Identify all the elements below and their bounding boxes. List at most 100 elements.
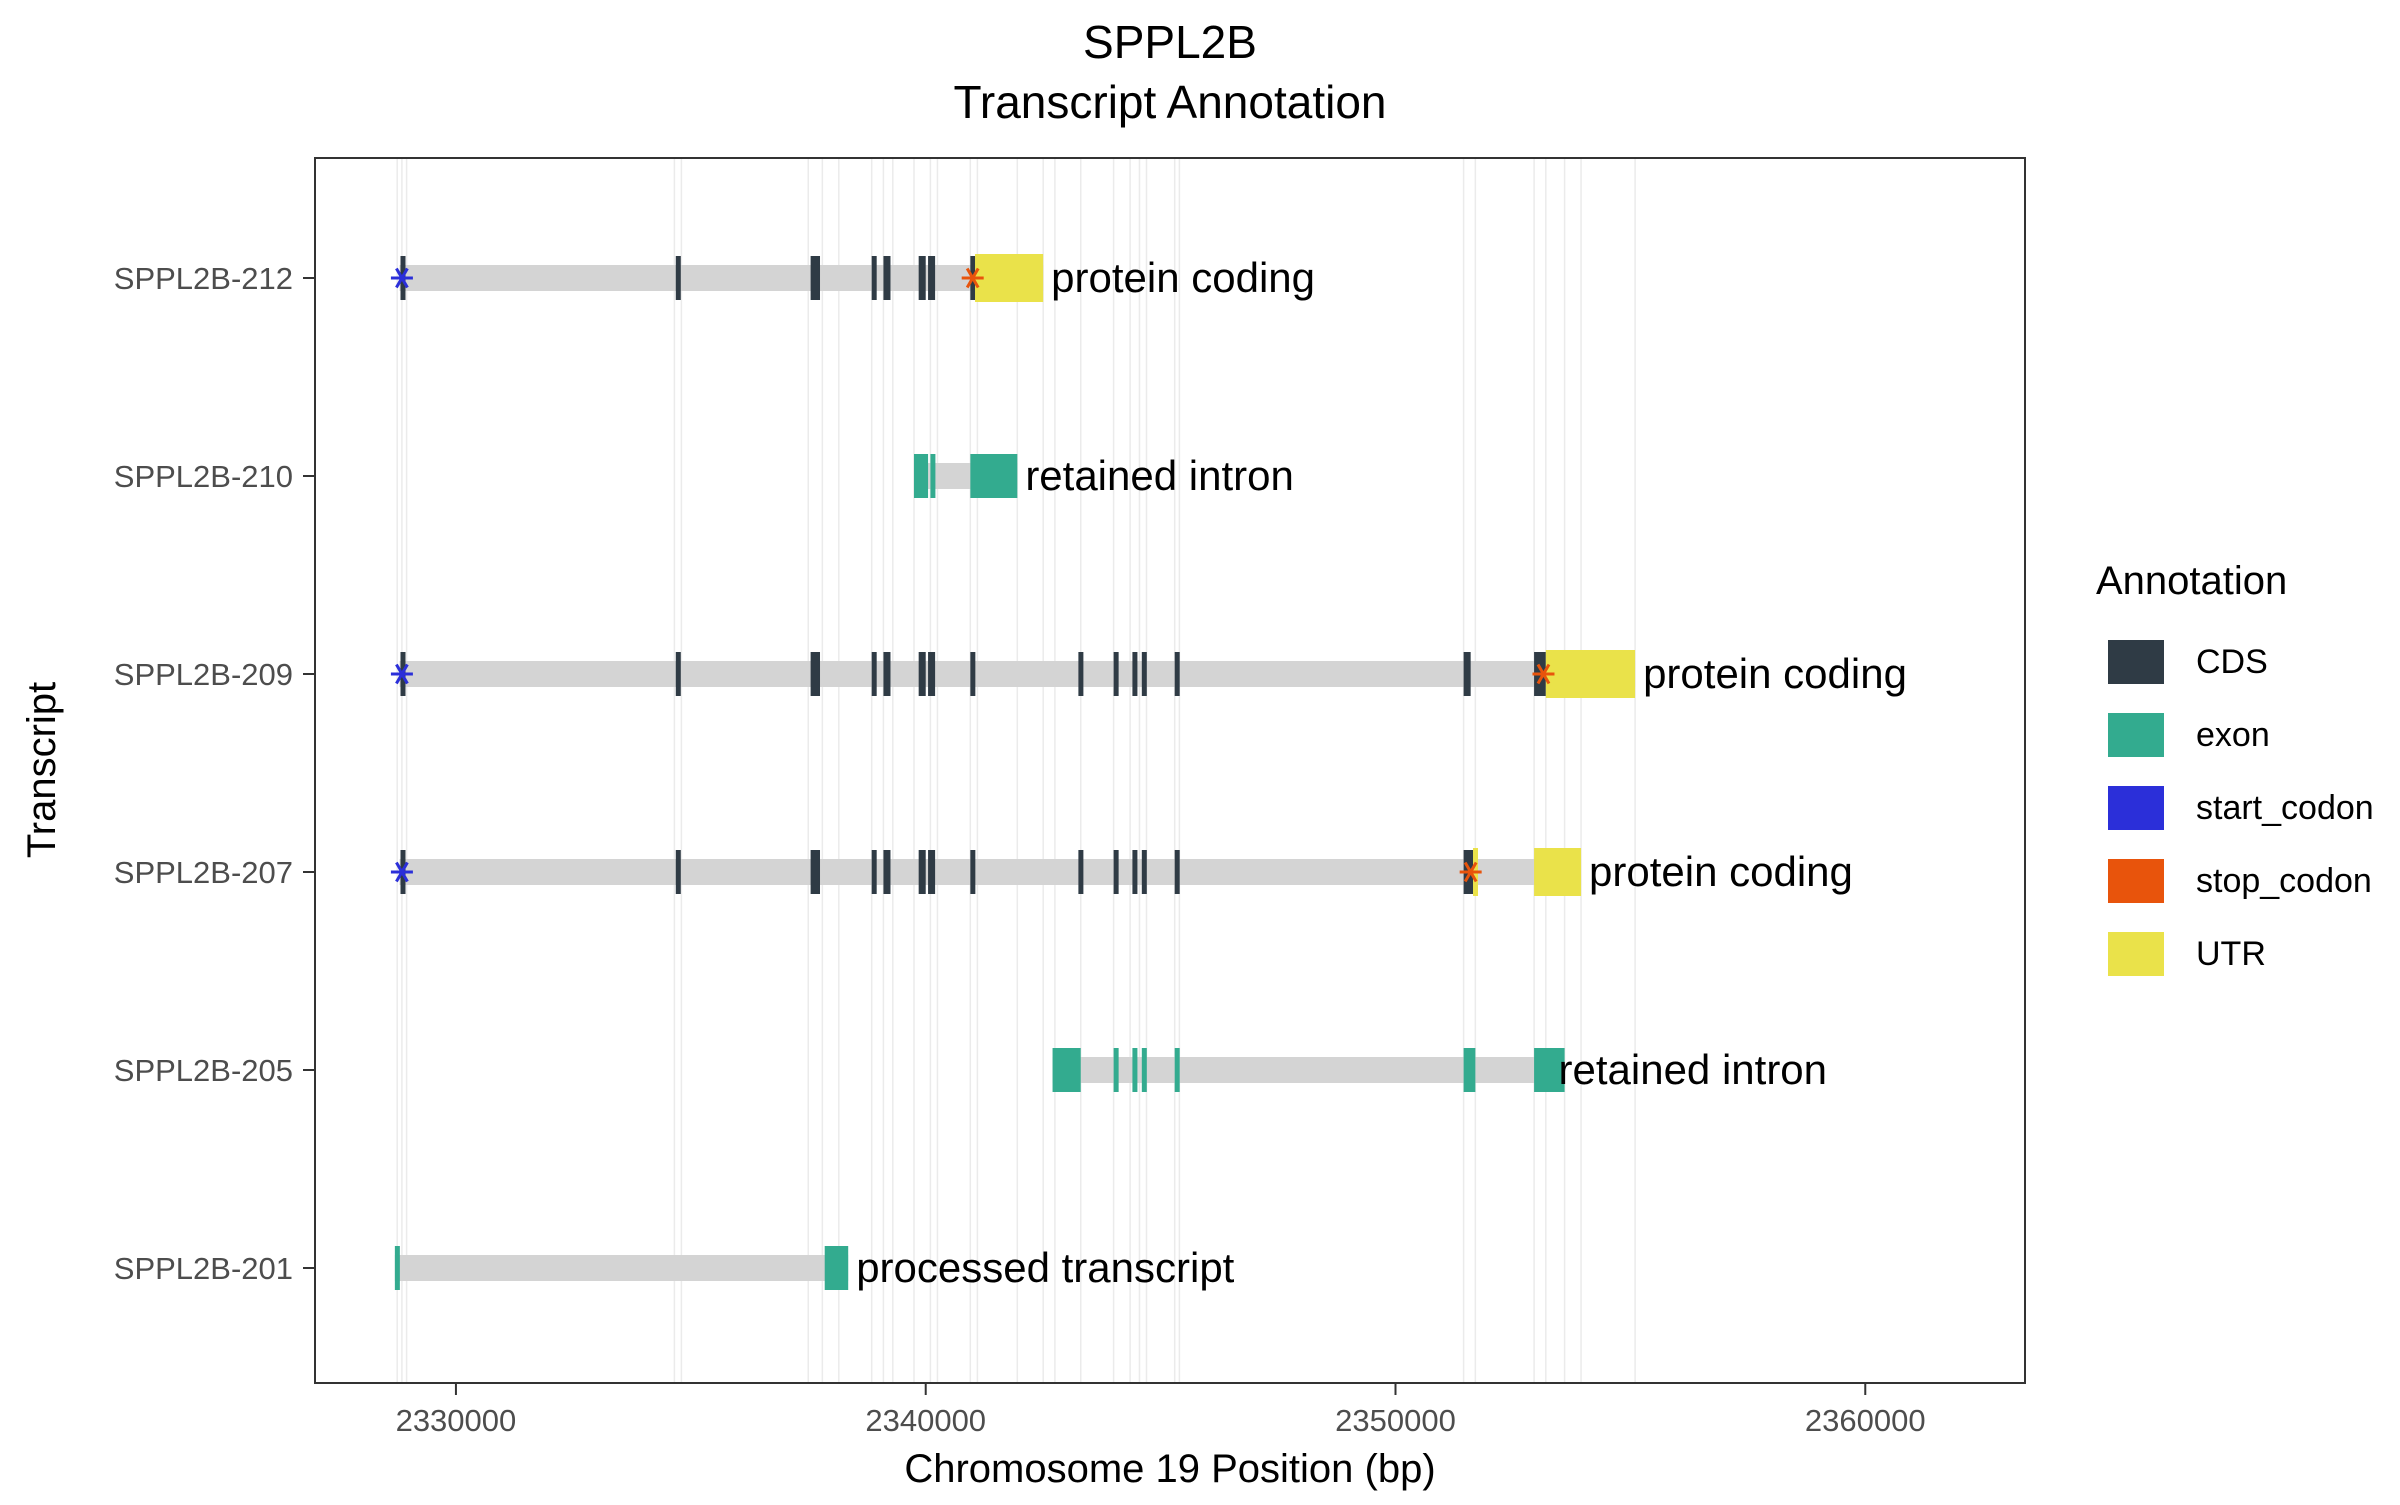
legend: Annotation CDS exon start_codon stop_codon U… xyxy=(2096,559,2374,976)
exon-block xyxy=(1463,1048,1476,1092)
utr-block xyxy=(1545,650,1636,698)
cds-block xyxy=(1174,652,1180,696)
biotype-label: retained intron xyxy=(1025,452,1294,499)
exon-block xyxy=(1534,1048,1565,1092)
cds-block xyxy=(1078,850,1084,894)
cds-block xyxy=(883,256,891,300)
exon-block xyxy=(1141,1048,1147,1092)
cds-block xyxy=(675,256,681,300)
biotype-label: protein coding xyxy=(1051,254,1315,301)
x-tick-label: 2360000 xyxy=(1805,1403,1926,1438)
biotype-label: protein coding xyxy=(1643,650,1907,697)
biotype-label: protein coding xyxy=(1589,848,1853,895)
cds-block xyxy=(928,256,936,300)
x-tick-label: 2330000 xyxy=(396,1403,517,1438)
cds-block xyxy=(1174,850,1180,894)
plot-panel-border xyxy=(314,157,2026,1384)
legend-label: exon xyxy=(2196,716,2270,754)
legend-key xyxy=(2108,859,2164,903)
y-axis-label: Transcript xyxy=(20,682,64,858)
x-tick-label: 2350000 xyxy=(1335,1403,1456,1438)
legend-title: Annotation xyxy=(2096,559,2287,603)
stop-codon-marker-stroke xyxy=(1536,663,1551,685)
cds-block xyxy=(928,652,936,696)
cds-block xyxy=(970,850,976,894)
cds-block xyxy=(918,652,926,696)
x-tick-label: 2340000 xyxy=(865,1403,986,1438)
y-tick-label: SPPL2B-201 xyxy=(114,1251,293,1286)
cds-block xyxy=(1113,850,1119,894)
cds-block xyxy=(675,652,681,696)
intron-bar xyxy=(1052,1057,1551,1083)
cds-block xyxy=(970,652,976,696)
utr-block xyxy=(975,254,1044,302)
legend-key xyxy=(2108,932,2164,976)
stop-codon-marker-stroke xyxy=(1463,861,1478,883)
cds-block xyxy=(883,850,891,894)
x-axis: 2330000 2340000 2350000 2360000 xyxy=(396,1383,1926,1438)
cds-block xyxy=(1141,850,1147,894)
exon-block xyxy=(824,1246,849,1290)
intron-bar xyxy=(399,265,1044,291)
legend-key xyxy=(2108,713,2164,757)
start-codon-marker xyxy=(390,267,413,289)
cds-block xyxy=(918,850,926,894)
transcript-track: protein coding xyxy=(390,650,1907,698)
start-codon-marker xyxy=(390,861,413,883)
cds-block xyxy=(1078,652,1084,696)
biotype-label: retained intron xyxy=(1559,1046,1828,1093)
transcript-track: protein coding xyxy=(390,254,1315,302)
intron-bar xyxy=(394,1255,849,1281)
cds-block xyxy=(1132,652,1138,696)
cds-block xyxy=(675,850,681,894)
legend-label: stop_codon xyxy=(2196,862,2372,900)
cds-block xyxy=(810,256,821,300)
x-axis-label: Chromosome 19 Position (bp) xyxy=(904,1447,1435,1491)
cds-block xyxy=(871,256,877,300)
y-tick-label: SPPL2B-207 xyxy=(114,855,293,890)
y-tick-label: SPPL2B-210 xyxy=(114,459,293,494)
stop-codon-marker xyxy=(1532,663,1555,685)
chart-subtitle: Transcript Annotation xyxy=(954,76,1387,128)
cds-block xyxy=(918,256,926,300)
exon-block xyxy=(1132,1048,1138,1092)
intron-bar xyxy=(399,661,1636,687)
exon-block xyxy=(1174,1048,1180,1092)
chart-title: SPPL2B xyxy=(1083,16,1257,68)
legend-label: start_codon xyxy=(2196,789,2374,827)
y-tick-label: SPPL2B-212 xyxy=(114,261,293,296)
start-codon-marker-stroke xyxy=(395,861,409,883)
exon-block xyxy=(394,1246,400,1290)
exon-block xyxy=(1113,1048,1119,1092)
cds-block xyxy=(1132,850,1138,894)
cds-block xyxy=(871,652,877,696)
cds-block xyxy=(1141,652,1147,696)
transcript-track: retained intron xyxy=(1052,1046,1828,1093)
cds-block xyxy=(1463,652,1471,696)
start-codon-marker-stroke xyxy=(395,267,409,289)
start-codon-marker-stroke xyxy=(395,663,409,685)
cds-block xyxy=(871,850,877,894)
exon-block xyxy=(970,454,1018,498)
transcript-track: processed transcript xyxy=(394,1244,1235,1291)
transcript-track: protein coding xyxy=(390,848,1853,896)
exon-block xyxy=(930,454,936,498)
transcript-track: retained intron xyxy=(913,452,1294,499)
gridlines xyxy=(396,158,1636,1383)
legend-key xyxy=(2108,786,2164,830)
biotype-label: processed transcript xyxy=(856,1244,1234,1291)
utr-block xyxy=(1534,848,1582,896)
start-codon-marker xyxy=(390,663,413,685)
cds-block xyxy=(928,850,936,894)
legend-key xyxy=(2108,640,2164,684)
cds-block xyxy=(883,652,891,696)
y-tick-label: SPPL2B-209 xyxy=(114,657,293,692)
transcript-tracks: protein coding retained intron protein cod… xyxy=(390,254,1907,1291)
exon-block xyxy=(913,454,929,498)
legend-label: UTR xyxy=(2196,935,2266,973)
stop-codon-marker xyxy=(961,267,984,289)
y-axis: SPPL2B-212 SPPL2B-210 SPPL2B-209 SPPL2B-207… xyxy=(114,261,315,1286)
cds-block xyxy=(810,850,821,894)
